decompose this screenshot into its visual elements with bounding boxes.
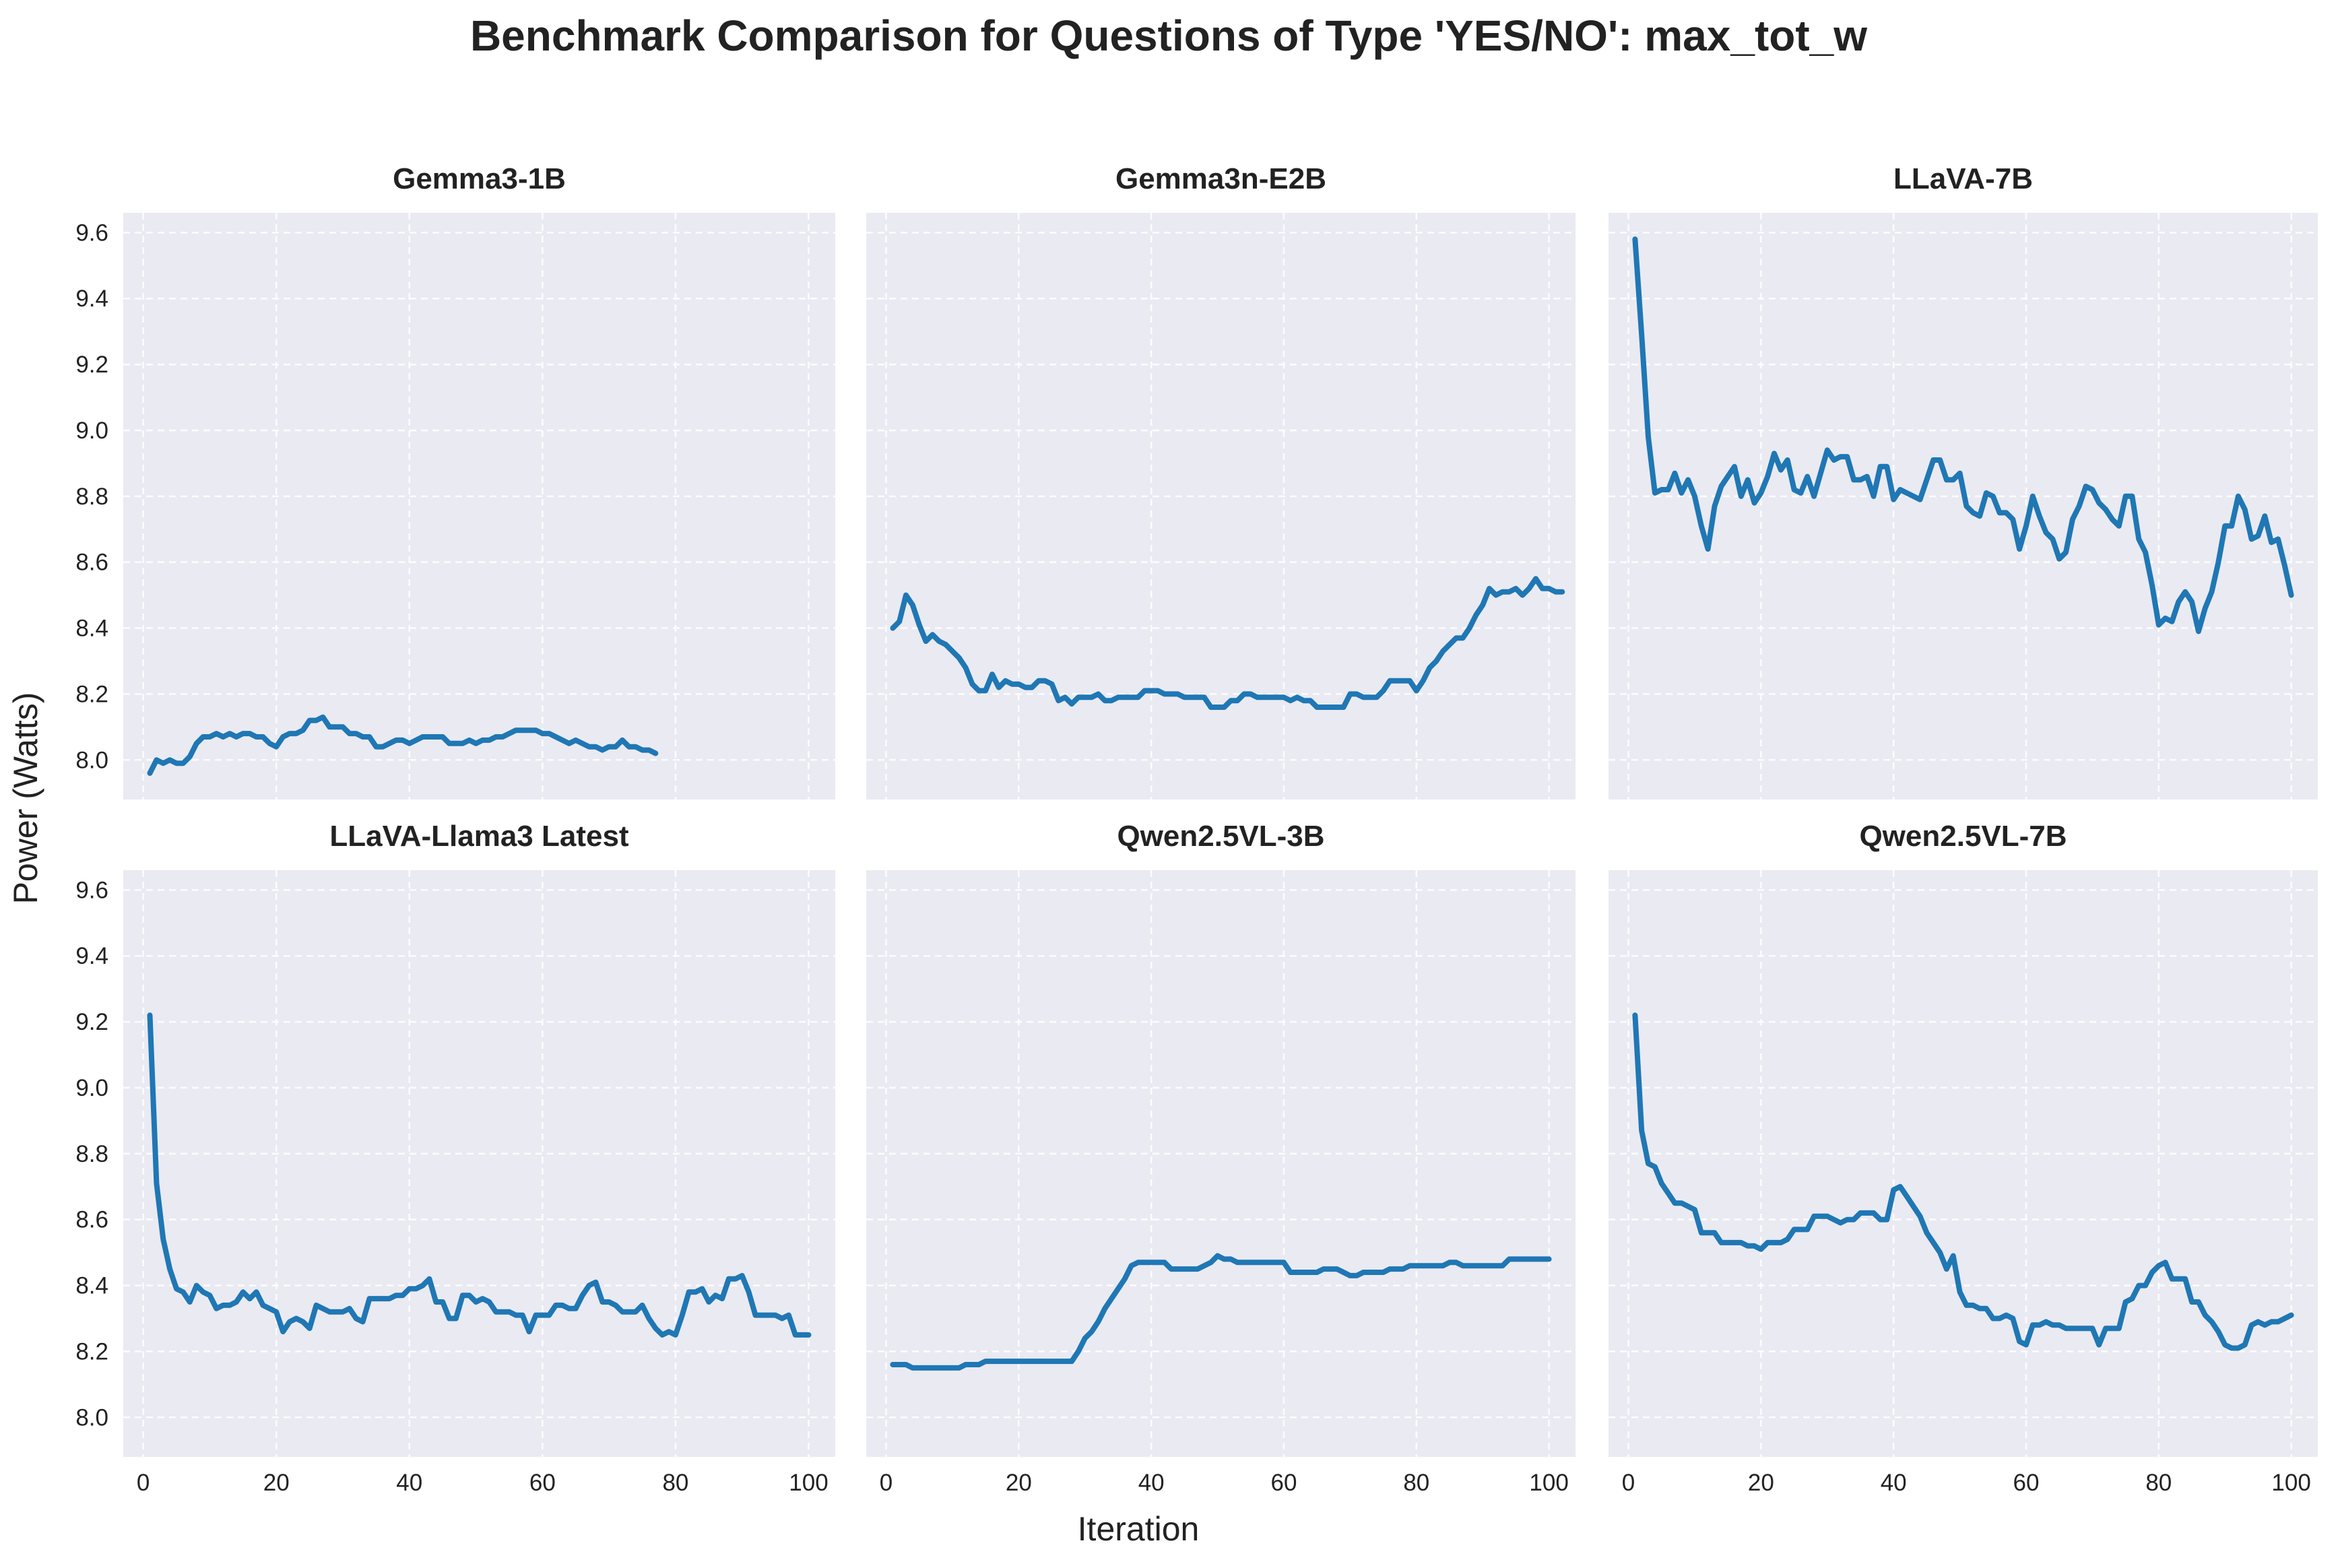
panel-title: Gemma3n-E2B — [1115, 162, 1326, 195]
x-tick-label: 60 — [2013, 1470, 2040, 1496]
y-tick-label: 8.4 — [75, 616, 108, 642]
panel-title: LLaVA-7B — [1893, 162, 2033, 195]
x-tick-label: 0 — [137, 1470, 150, 1496]
x-tick-label: 80 — [662, 1470, 688, 1496]
plot-area — [123, 213, 835, 799]
x-tick-label: 80 — [1403, 1470, 1429, 1496]
plot-area — [1609, 213, 2318, 799]
y-tick-label: 9.6 — [75, 220, 108, 246]
y-axis-label: Power (Watts) — [7, 692, 44, 905]
panel-3: LLaVA-7B — [1609, 162, 2318, 799]
panel-title: Qwen2.5VL-7B — [1859, 820, 2067, 853]
y-tick-label: 9.0 — [75, 1075, 108, 1101]
panels-layer: Gemma3-1B8.08.28.48.68.89.09.29.49.6Gemm… — [75, 162, 2318, 1496]
x-tick-label: 0 — [880, 1470, 892, 1496]
panel-4: LLaVA-Llama3 Latest 8.0 8.2 8.4 8.6 8.8 9.0 9.2… — [75, 820, 835, 1496]
plot-area — [123, 870, 835, 1457]
y-tick-label: 8.0 — [75, 1404, 108, 1431]
series-line — [890, 576, 1565, 710]
x-tick-label: 60 — [1271, 1470, 1297, 1496]
x-tick-label: 40 — [1138, 1470, 1165, 1496]
y-tick-label: 8.2 — [75, 1338, 108, 1365]
y-tick-label: 9.2 — [75, 1009, 108, 1035]
y-tick-label: 9.4 — [75, 943, 108, 969]
x-tick-label: 40 — [396, 1470, 422, 1496]
series-line — [147, 714, 659, 776]
x-tick-label: 100 — [789, 1470, 828, 1496]
x-tick-label: 40 — [1881, 1470, 1907, 1496]
plot-area — [866, 213, 1576, 799]
y-tick-label: 8.8 — [75, 1141, 108, 1167]
panel-title: LLaVA-Llama3 Latest — [329, 820, 629, 853]
x-tick-label: 0 — [1622, 1470, 1635, 1496]
y-tick-label: 8.4 — [75, 1273, 108, 1299]
y-tick-label: 8.6 — [75, 550, 108, 576]
x-tick-label: 100 — [2271, 1470, 2310, 1496]
panel-1: Gemma3-1B 8.0 8.2 8.4 8.6 8.8 9.0 9.2 9.4 9.6 — [75, 162, 835, 799]
x-tick-label: 20 — [1006, 1470, 1032, 1496]
y-tick-label: 9.6 — [75, 877, 108, 903]
panel-2: Gemma3n-E2B — [866, 162, 1576, 799]
panel-6: Qwen2.5VL-7B 0 20 40 60 80 100 — [1609, 820, 2318, 1496]
series-line — [147, 1012, 812, 1338]
y-tick-label: 8.2 — [75, 681, 108, 707]
plot-area — [866, 870, 1576, 1457]
series-line — [890, 1253, 1552, 1371]
y-tick-label: 8.0 — [75, 747, 108, 773]
x-tick-label: 60 — [529, 1470, 556, 1496]
y-tick-label: 9.2 — [75, 352, 108, 378]
x-axis-label: Iteration — [1078, 1510, 1200, 1548]
x-tick-label: 100 — [1529, 1470, 1568, 1496]
panel-title: Gemma3-1B — [393, 162, 566, 195]
y-tick-label: 8.6 — [75, 1207, 108, 1233]
panel-5: Qwen2.5VL-3B 0 20 40 60 80 100 — [866, 820, 1576, 1496]
y-tick-label: 8.8 — [75, 484, 108, 510]
series-line — [1632, 1012, 2294, 1351]
y-tick-label: 9.4 — [75, 286, 108, 312]
y-tick-label: 9.0 — [75, 418, 108, 444]
panel-title: Qwen2.5VL-3B — [1117, 820, 1324, 853]
x-tick-label: 80 — [2145, 1470, 2172, 1496]
x-tick-label: 20 — [1748, 1470, 1774, 1496]
x-tick-label: 20 — [263, 1470, 290, 1496]
series-line — [1632, 236, 2294, 634]
figure-title: Benchmark Comparison for Questions of Ty… — [470, 11, 1867, 60]
plot-area — [1609, 870, 2318, 1457]
